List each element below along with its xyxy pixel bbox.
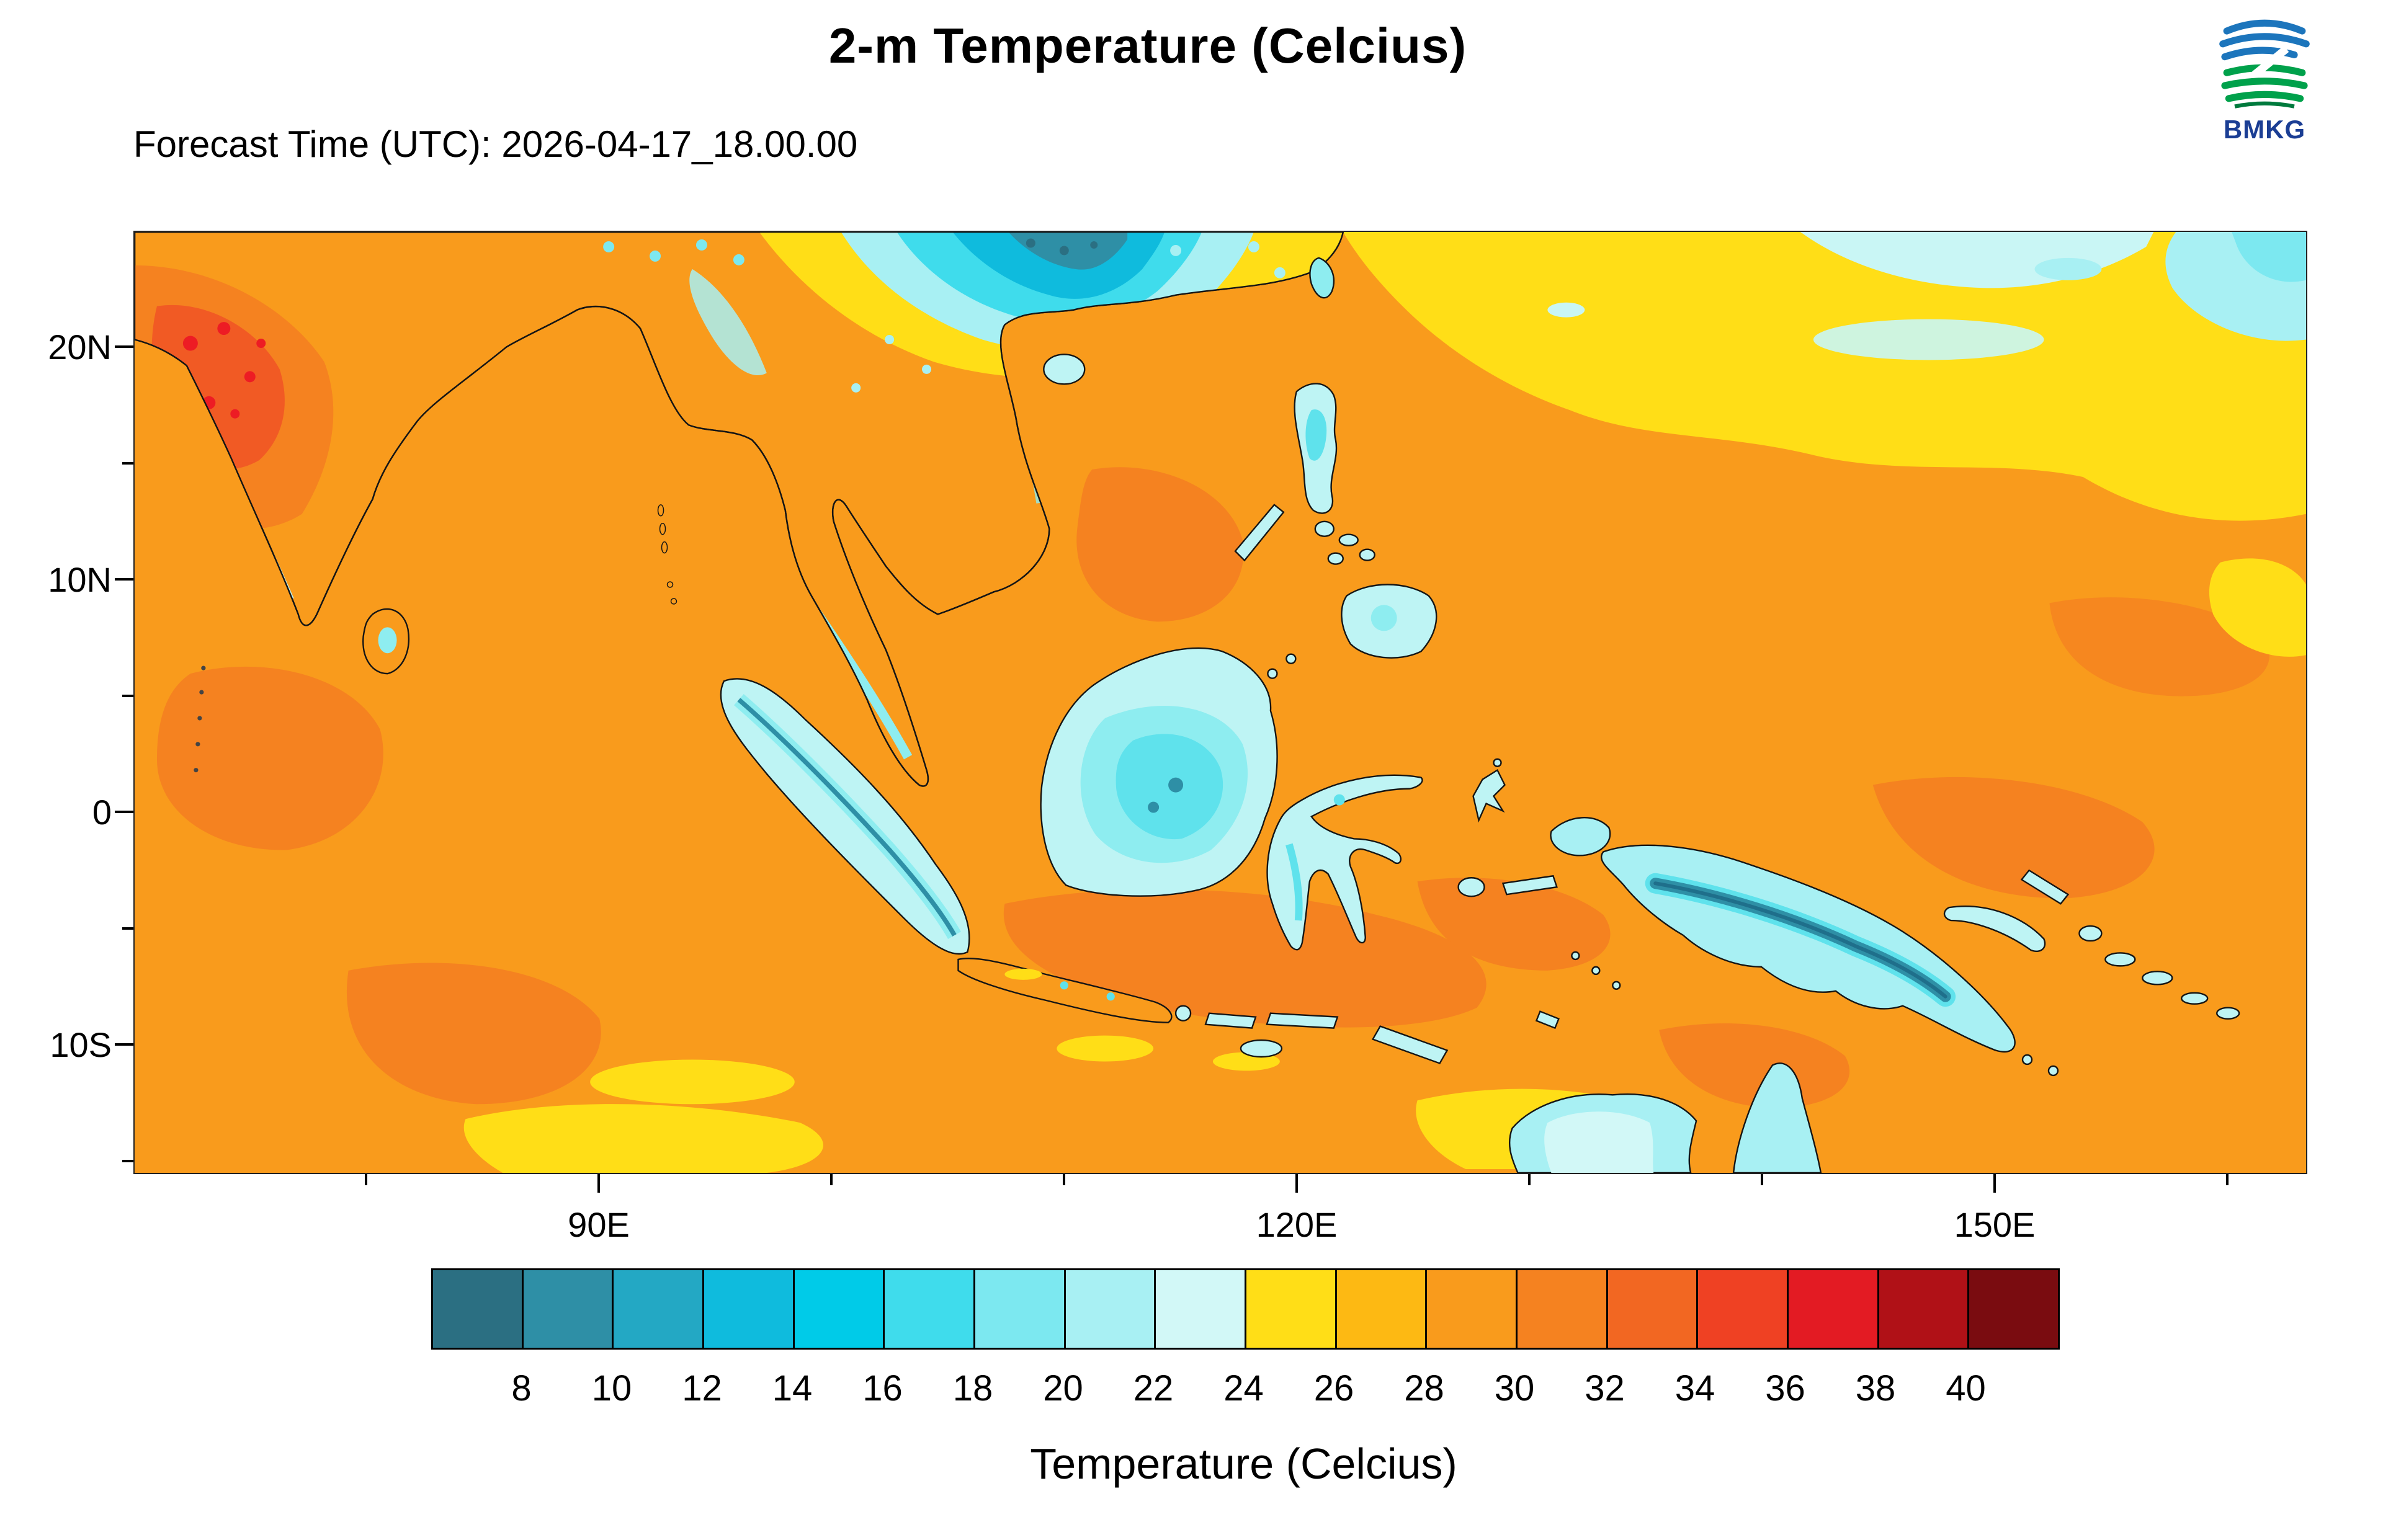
colorbar-labels: 8 10 12 14 16 18 20 22 24 26 28 30 32 34 36 38 40 (431, 1368, 2056, 1411)
lon-label-90e: 90E (568, 1205, 630, 1244)
islands (194, 257, 2240, 1174)
forecast-time-label: Forecast Time (UTC): 2026-04-17_18.00.00 (133, 123, 858, 165)
tick-mark (115, 811, 133, 813)
temperature-field-svg (133, 231, 2306, 1174)
colorbar (431, 1268, 2060, 1350)
lat-label-0: 0 (92, 793, 112, 832)
colorbar-tick-label: 26 (1313, 1368, 1354, 1409)
lon-label-120e: 120E (1256, 1205, 1338, 1244)
tick-mark (122, 695, 133, 697)
tick-mark (1761, 1174, 1763, 1185)
tick-mark (1063, 1174, 1065, 1185)
halmahera-island (1472, 768, 1506, 823)
tick-mark (1295, 1174, 1298, 1193)
colorbar-tick-label: 40 (1946, 1368, 1986, 1409)
tick-mark (830, 1174, 833, 1185)
tick-mark (115, 345, 133, 348)
colorbar-cell (614, 1270, 705, 1348)
taiwan-island (1309, 257, 1335, 299)
new-britain-island (1943, 906, 2046, 952)
colorbar-tick-label: 24 (1223, 1368, 1264, 1409)
hainan-island (1043, 354, 1086, 385)
colorbar-tick-label: 32 (1585, 1368, 1625, 1409)
bmkg-logo-icon (2219, 19, 2310, 109)
colorbar-cell (1607, 1270, 1699, 1348)
tick-mark (2226, 1174, 2229, 1185)
cape-york (1732, 1062, 1822, 1174)
colorbar-cell (433, 1270, 524, 1348)
colorbar-cell (1336, 1270, 1428, 1348)
tick-mark (597, 1174, 600, 1193)
colorbar-cell (704, 1270, 795, 1348)
lon-label-150e: 150E (1954, 1205, 2036, 1244)
palawan-island (1234, 504, 1285, 562)
colorbar-tick-label: 8 (511, 1368, 532, 1409)
colorbar-cell (1065, 1270, 1156, 1348)
lat-label-20n: 20N (48, 327, 112, 367)
colorbar-cell (1698, 1270, 1789, 1348)
colorbar-cell (975, 1270, 1066, 1348)
colorbar-cell (1879, 1270, 1970, 1348)
colorbar-tick-label: 22 (1133, 1368, 1174, 1409)
bmkg-logo-text: BMKG (2223, 115, 2306, 144)
tick-mark (122, 462, 133, 465)
colorbar-cell (1427, 1270, 1518, 1348)
page-title: 2-m Temperature (Celcius) (828, 18, 1467, 73)
colorbar-tick-label: 34 (1674, 1368, 1715, 1409)
temperature-map (133, 231, 2307, 1174)
new-guinea-birdhead (1550, 817, 1611, 857)
colorbar-cell (794, 1270, 885, 1348)
tick-mark (1528, 1174, 1531, 1185)
lat-label-10s: 10S (50, 1025, 112, 1064)
tick-mark (115, 1043, 133, 1046)
colorbar-tick-label: 30 (1494, 1368, 1535, 1409)
colorbar-tick-label: 20 (1043, 1368, 1083, 1409)
colorbar-tick-label: 12 (682, 1368, 722, 1409)
tick-mark (115, 578, 133, 581)
colorbar-tick-label: 36 (1765, 1368, 1805, 1409)
tick-mark (122, 1160, 133, 1162)
colorbar-cell (523, 1270, 614, 1348)
tick-mark (365, 1174, 367, 1185)
tick-mark (1993, 1174, 1996, 1193)
colorbar-tick-label: 28 (1404, 1368, 1444, 1409)
colorbar-tick-label: 14 (772, 1368, 813, 1409)
bmkg-logo: BMKG (2209, 11, 2320, 145)
sulawesi-island (1266, 774, 1423, 951)
timor-island (1371, 1025, 1449, 1064)
pacific-cold-pools (1547, 232, 2306, 360)
colorbar-cell (1156, 1270, 1247, 1348)
colorbar-tick-label: 38 (1855, 1368, 1896, 1409)
colorbar-tick-label: 18 (952, 1368, 993, 1409)
warm-ocean-patches (156, 467, 2269, 1108)
colorbar-cell (1518, 1270, 1608, 1348)
lat-label-10n: 10N (48, 560, 112, 599)
colorbar-title: Temperature (Celcius) (1030, 1440, 1457, 1488)
tick-mark (122, 927, 133, 930)
colorbar-tick-label: 16 (862, 1368, 903, 1409)
colorbar-cell (1789, 1270, 1879, 1348)
colorbar-tick-label: 10 (591, 1368, 632, 1409)
colorbar-cell (1969, 1270, 2059, 1348)
colorbar-cell (1246, 1270, 1337, 1348)
colorbar-cell (885, 1270, 976, 1348)
